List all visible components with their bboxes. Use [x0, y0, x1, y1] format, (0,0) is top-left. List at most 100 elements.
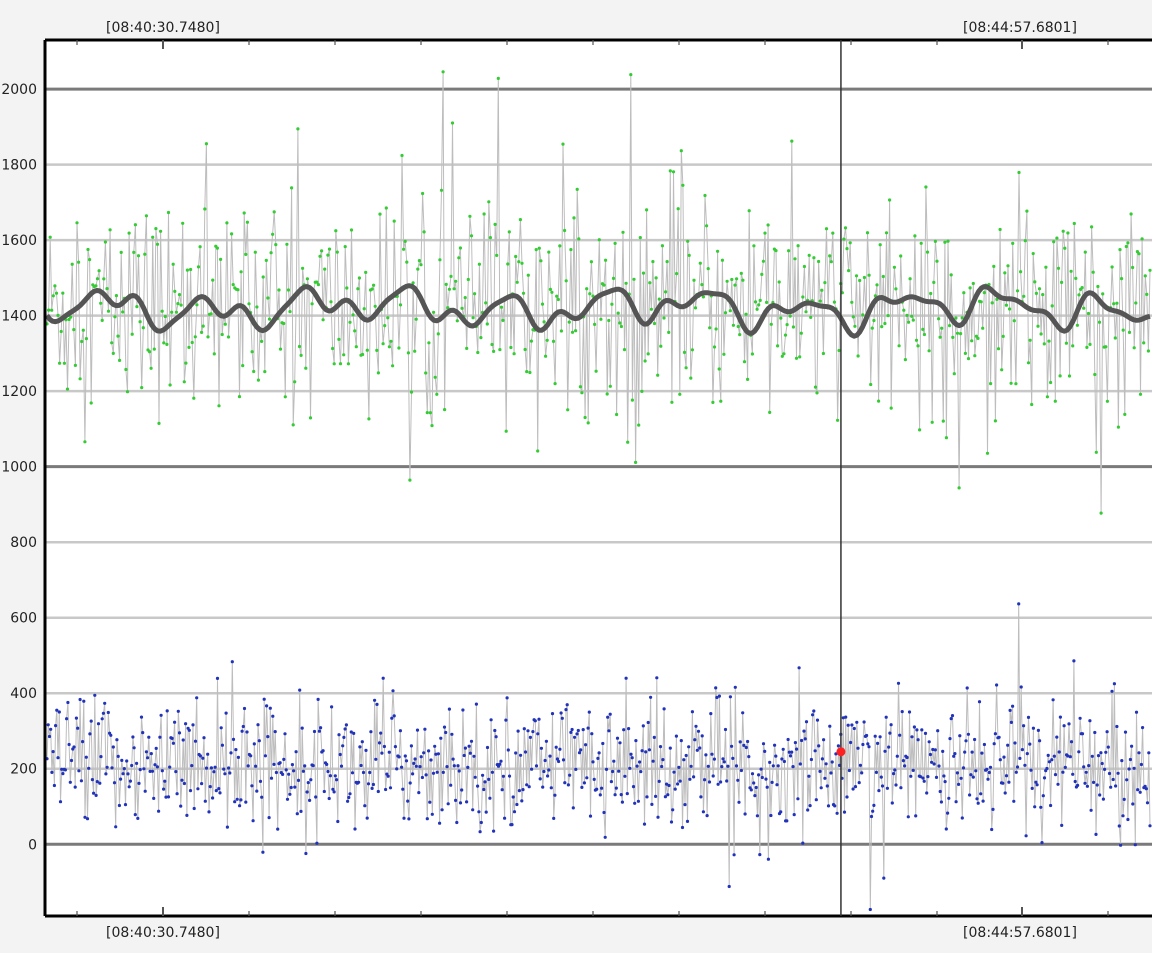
upper-series-point	[58, 361, 62, 365]
lower-series-point	[338, 752, 342, 757]
lower-series-point	[260, 795, 264, 799]
lower-series-point	[68, 780, 72, 784]
upper-series-point	[755, 307, 759, 311]
lower-series-point	[915, 728, 919, 732]
upper-series-point	[883, 321, 887, 326]
upper-series-point	[1052, 240, 1056, 244]
lower-series-point	[175, 792, 179, 796]
lower-series-point	[191, 723, 195, 727]
lower-series-point	[937, 764, 941, 768]
upper-series-point	[1077, 293, 1081, 297]
lower-series-point	[131, 735, 135, 739]
upper-series-point	[913, 234, 917, 238]
lower-series-point	[1125, 778, 1129, 782]
lower-series-point	[871, 809, 875, 813]
upper-series-point	[621, 230, 625, 234]
upper-series-point	[203, 207, 207, 211]
upper-series-point	[1134, 301, 1138, 305]
lower-series-point	[395, 767, 399, 771]
lower-series-point	[1090, 754, 1094, 758]
upper-series-point	[1064, 341, 1068, 345]
upper-series-point	[1031, 252, 1035, 256]
upper-series-point	[357, 276, 361, 280]
lower-series-point	[660, 764, 664, 769]
lower-series-point	[804, 720, 809, 724]
lower-series-point	[256, 723, 260, 727]
lower-series-point	[964, 739, 968, 743]
cursor-marker[interactable]	[836, 747, 846, 757]
lower-series-point	[298, 688, 302, 692]
lower-series-point	[869, 814, 874, 819]
lower-series-point	[375, 702, 379, 707]
lower-series-point	[365, 816, 369, 820]
lower-series-point	[224, 711, 228, 715]
lower-series-point	[774, 754, 778, 758]
upper-series-point	[817, 259, 821, 264]
lower-series-point	[885, 786, 890, 790]
upper-series-point	[310, 302, 314, 306]
lower-series-point	[418, 765, 422, 769]
y-tick-label: 200	[10, 762, 37, 778]
lower-series-point	[1022, 724, 1026, 728]
lower-series-point	[252, 742, 256, 746]
lower-series-point	[254, 764, 258, 768]
lower-series-point	[688, 777, 692, 781]
lower-series-point	[360, 740, 364, 744]
lower-series-point	[611, 769, 615, 774]
upper-series-point	[897, 344, 901, 348]
x-ticks	[76, 40, 1109, 916]
lower-series-point	[303, 764, 307, 768]
upper-series-point	[1003, 271, 1007, 275]
lower-series-point	[1139, 762, 1143, 767]
upper-series-point	[763, 231, 767, 235]
lower-series-point	[531, 730, 535, 734]
upper-series-point	[428, 411, 432, 415]
upper-series-point	[244, 252, 248, 256]
upper-series-point	[370, 287, 374, 291]
upper-series-point	[59, 329, 63, 334]
lower-series-point	[117, 803, 121, 808]
upper-series-point	[686, 239, 690, 243]
lower-series-point	[273, 730, 277, 734]
lower-series-point	[523, 750, 528, 754]
lower-series-point	[476, 784, 480, 788]
upper-series-point	[411, 281, 415, 285]
upper-series-point	[585, 287, 589, 291]
lower-series-point	[887, 745, 891, 749]
upper-series-point	[632, 277, 636, 281]
upper-series-line	[46, 71, 1151, 514]
upper-series-point	[493, 222, 497, 226]
upper-series-point	[698, 261, 702, 265]
lower-series-point	[618, 741, 622, 745]
lower-series-point	[171, 741, 175, 745]
lower-series-point	[370, 786, 374, 791]
lower-series-point	[164, 795, 168, 799]
lower-series-point	[958, 734, 962, 738]
lower-series-point	[1136, 788, 1140, 792]
lower-series-point	[481, 773, 485, 777]
upper-series-point	[143, 252, 147, 256]
lower-series-point	[457, 769, 461, 773]
upper-series-point	[716, 249, 720, 253]
lower-series-point	[628, 766, 632, 770]
upper-series-point	[476, 350, 480, 355]
lower-series-point	[678, 779, 682, 783]
upper-series-point	[782, 352, 786, 356]
upper-series-point	[458, 246, 462, 250]
lower-series-point	[912, 725, 917, 729]
upper-series-point	[604, 258, 608, 262]
upper-series-point	[1116, 425, 1120, 429]
upper-series-point	[630, 398, 635, 402]
upper-series-point	[1086, 311, 1091, 316]
upper-series-point	[802, 264, 807, 269]
lower-series-point	[485, 745, 490, 750]
lower-series-point	[1131, 802, 1135, 806]
upper-series-point	[837, 348, 841, 353]
lower-series-point	[844, 715, 848, 719]
upper-series-point	[982, 291, 986, 295]
lower-series-point	[215, 676, 220, 681]
lower-series-point	[465, 800, 469, 804]
lower-series-point	[73, 785, 77, 789]
lower-series-point	[168, 765, 172, 769]
lower-series-point	[975, 797, 979, 801]
